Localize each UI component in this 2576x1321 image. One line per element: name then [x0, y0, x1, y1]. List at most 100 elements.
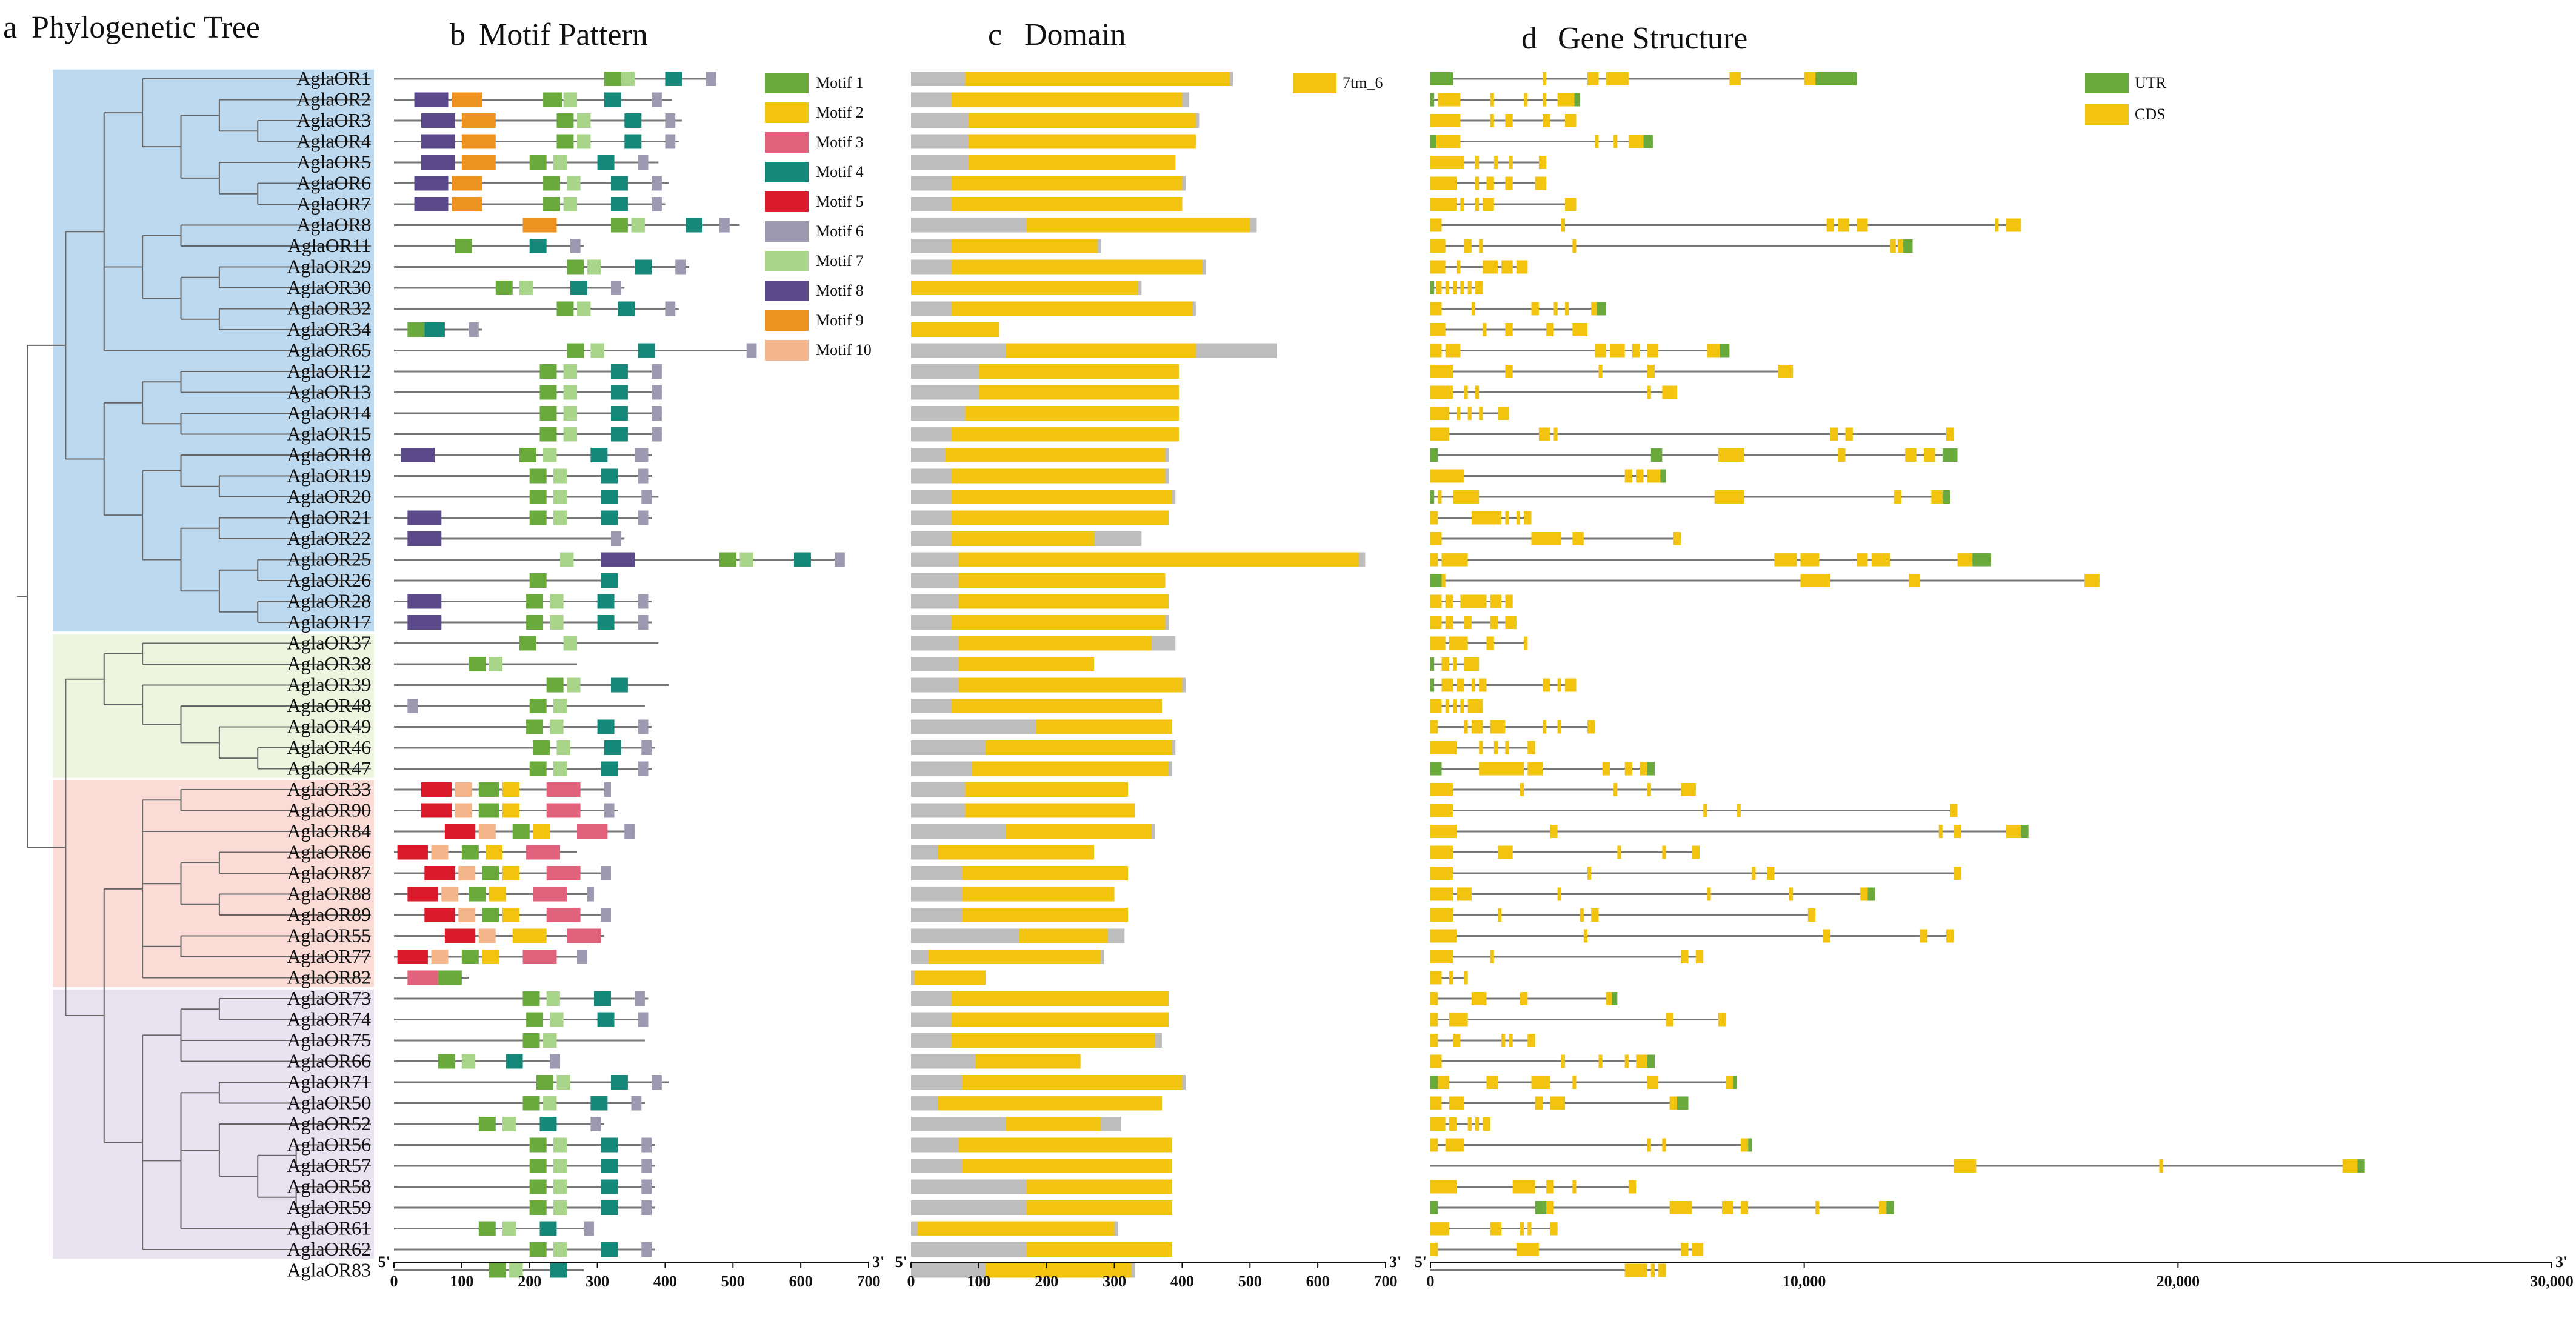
gene-label: AglaOR77: [287, 945, 371, 967]
cds-exon: [1430, 971, 1442, 985]
domain-7tm6: [1006, 343, 1196, 358]
motif-box: [621, 72, 635, 86]
motif-box: [438, 970, 462, 985]
motif-box: [563, 197, 578, 211]
domain-7tm6: [911, 322, 999, 337]
motif-box: [489, 657, 502, 671]
axes: 0 100 200 300 400 500 600 700 5' 3' 0 100 200 300 400 5…: [378, 1253, 2574, 1290]
cds-exon: [1498, 845, 1513, 859]
motif-box: [502, 803, 519, 818]
cds-exon: [1636, 469, 1644, 483]
motif-box: [556, 113, 574, 128]
motif-box: [478, 928, 496, 943]
motif-box: [601, 761, 618, 776]
motif-box: [601, 1159, 618, 1173]
motif-box: [638, 594, 649, 609]
motif-box: [577, 301, 591, 316]
domain-7tm6: [1036, 719, 1172, 734]
motif-box: [478, 1117, 496, 1131]
cds-exon: [1767, 867, 1775, 880]
motif-box: [424, 322, 445, 337]
cds-exon: [1722, 1201, 1733, 1214]
cds-exon: [1524, 636, 1528, 650]
gene-label: AglaOR2: [296, 88, 371, 110]
cds-exon: [1624, 762, 1632, 776]
gene-label: AglaOR3: [296, 109, 371, 131]
motif-box: [665, 72, 682, 86]
cds-exon: [1995, 218, 1999, 232]
cds-exon: [1490, 950, 1494, 963]
domain-7tm6: [952, 259, 1203, 275]
gene-tick-label: 30,000: [2530, 1273, 2574, 1290]
motif-box: [553, 761, 567, 776]
gene-label: AglaOR83: [287, 1259, 371, 1281]
motif-box: [502, 908, 519, 922]
gene-label: AglaOR19: [287, 465, 371, 487]
cds-exon: [1572, 239, 1577, 253]
motif-box: [641, 1159, 652, 1173]
motif-box: [444, 824, 476, 839]
domain-7tm6: [978, 364, 1179, 379]
cds-exon: [1475, 1117, 1480, 1131]
motif-box: [512, 928, 547, 943]
cds-exon: [1430, 636, 1446, 650]
domain-7tm6: [952, 468, 1166, 484]
gene-label: AglaOR29: [287, 256, 371, 278]
utr-exon: [1650, 448, 1663, 462]
motif-legend-label: Motif 1: [816, 74, 864, 92]
gene-label: AglaOR17: [287, 611, 371, 633]
motif-box: [407, 615, 442, 630]
motif-box: [553, 510, 567, 525]
utr-exon: [1972, 553, 1991, 567]
motif-box: [706, 72, 716, 86]
motif-box: [638, 1012, 649, 1027]
cds-exon: [1572, 532, 1584, 545]
cds-exon: [1890, 239, 1896, 253]
cds-exon: [1430, 365, 1453, 378]
motif-box: [577, 950, 587, 964]
domain-7tm6: [918, 1221, 1115, 1236]
utr-exon: [1430, 490, 1435, 504]
motif-box: [522, 991, 540, 1006]
motif-box: [652, 197, 662, 211]
cds-exon: [1445, 699, 1449, 713]
utr-exon: [1886, 1201, 1894, 1214]
cds-exon: [1438, 490, 1442, 504]
motif-box: [397, 950, 428, 964]
gene-label: AglaOR47: [287, 757, 371, 779]
cds-exon: [1449, 636, 1468, 650]
motif-box: [631, 1096, 642, 1111]
cds-exon: [1490, 594, 1502, 608]
cds-exon: [1598, 365, 1603, 378]
motif-box: [489, 887, 506, 902]
motif-box: [638, 761, 649, 776]
motif-box: [553, 1242, 567, 1257]
cds-exon: [1610, 344, 1625, 358]
motif-legend-swatch: [765, 251, 809, 271]
cds-exon: [1479, 741, 1483, 754]
gene-label: AglaOR65: [287, 339, 371, 361]
motif-box: [553, 490, 567, 504]
domain-tick-label: 500: [1238, 1273, 1262, 1290]
motif-box: [601, 1179, 618, 1194]
domain-7tm6: [958, 636, 1152, 651]
cds-exon: [1909, 574, 1920, 587]
motif-box: [553, 155, 567, 170]
cds-exon: [1718, 448, 1744, 462]
motif-box: [553, 1200, 567, 1215]
cds-exon: [1505, 616, 1517, 629]
motif-box: [414, 176, 449, 191]
cds-exon: [1879, 1201, 1887, 1214]
domain-7tm6: [952, 490, 1172, 504]
motif-box: [553, 1159, 567, 1173]
cds-exon: [1441, 574, 1446, 587]
gene-label: AglaOR66: [287, 1050, 371, 1072]
motif-box: [543, 1033, 557, 1048]
cds-exon: [1598, 1054, 1603, 1068]
domain-7tm6: [958, 573, 1166, 588]
motif-box: [652, 427, 662, 442]
motif-box: [546, 782, 581, 797]
motif-box: [567, 176, 581, 191]
utr-exon: [1748, 1138, 1752, 1152]
cds-exon: [1695, 950, 1704, 963]
